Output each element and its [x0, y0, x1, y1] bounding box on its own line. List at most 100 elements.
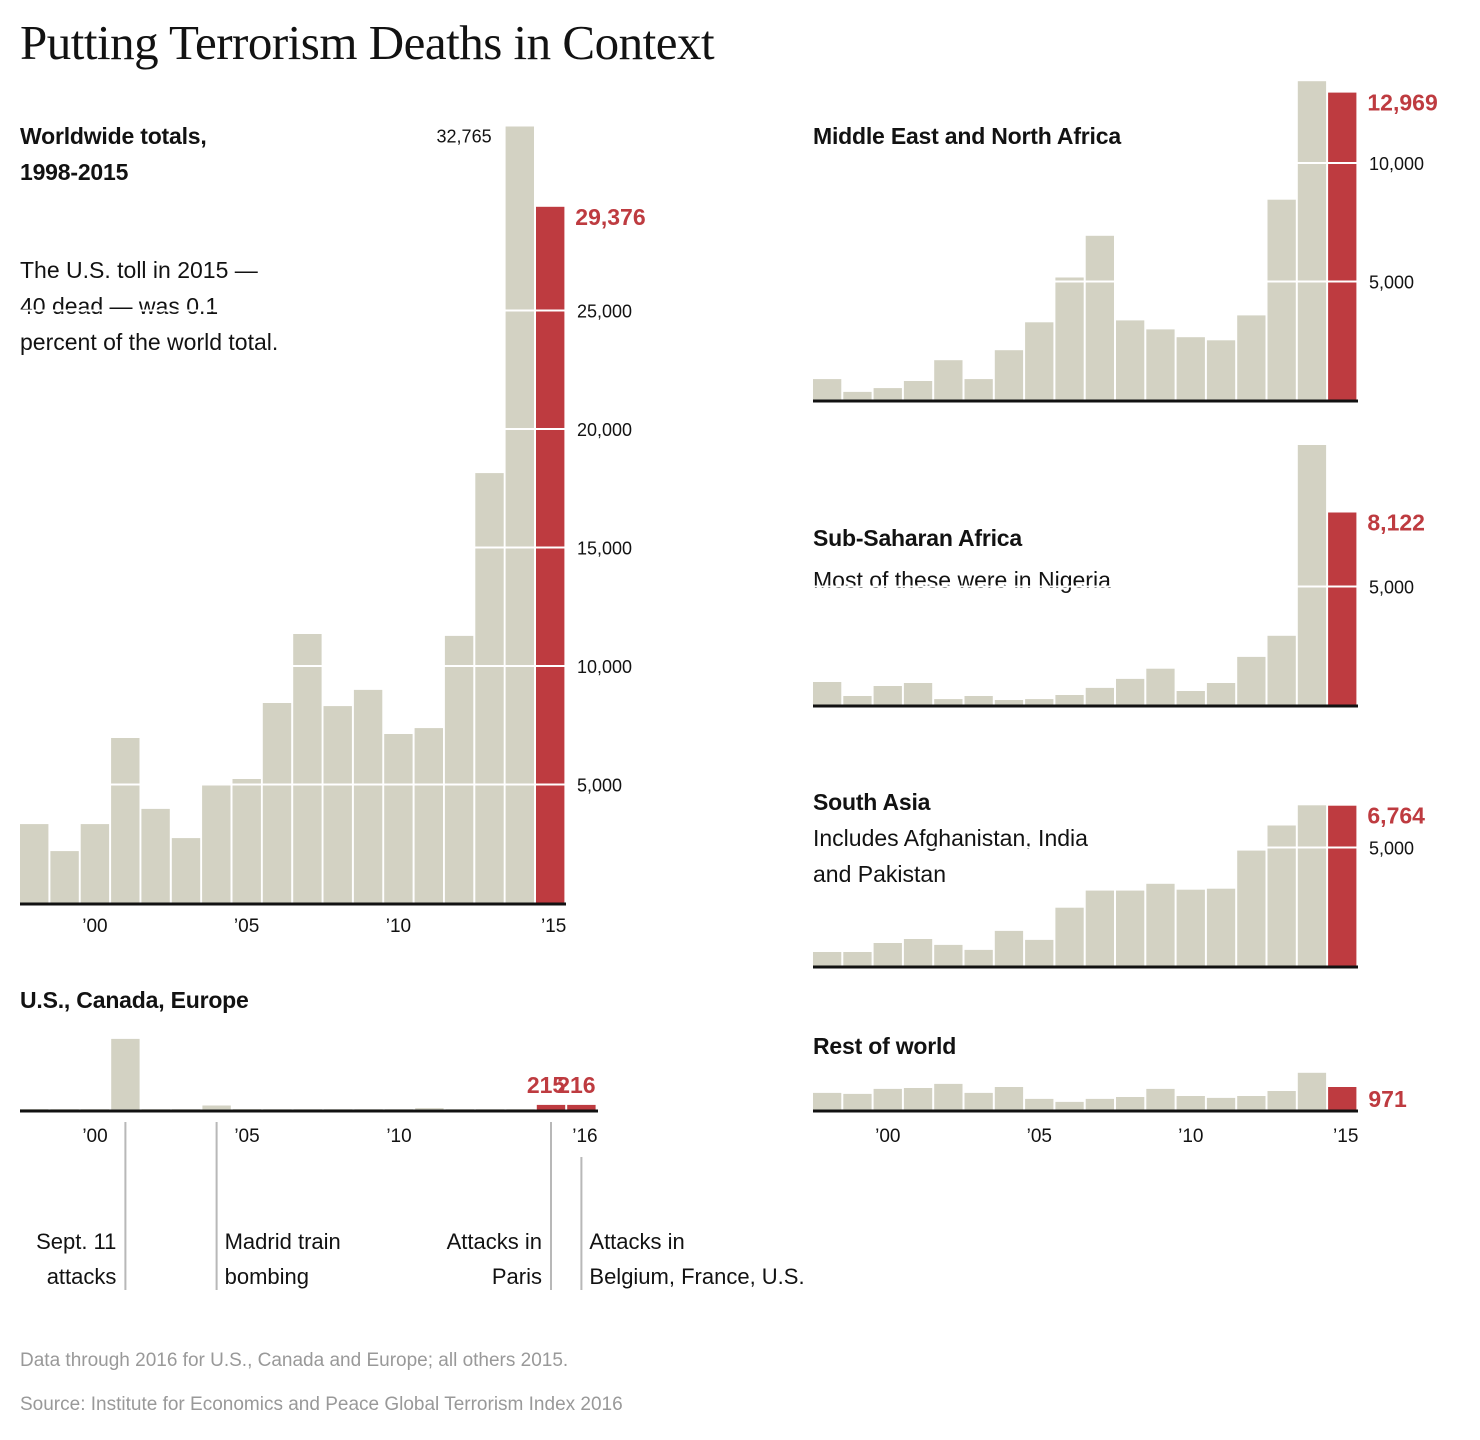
bar-2005: [1025, 1098, 1054, 1110]
bar-2011: [415, 1108, 444, 1110]
value-label: 215: [527, 1072, 566, 1098]
bar-2015: [1328, 92, 1357, 400]
bar-2010: [1176, 337, 1205, 400]
value-label: 216: [557, 1072, 595, 1098]
x-tick-label: ’10: [386, 916, 411, 937]
bar-2002: [934, 944, 963, 966]
bar-2000: [873, 943, 902, 966]
rest-title: Rest of world: [813, 1033, 957, 1059]
bar-2011: [414, 728, 443, 903]
bar-2013: [1267, 199, 1296, 400]
y-tick-label: 10,000: [1369, 154, 1424, 174]
southasia-title: South Asia: [813, 789, 931, 815]
y-tick-label: 20,000: [577, 420, 632, 440]
bar-2007: [1085, 235, 1114, 400]
bar-2001: [903, 381, 933, 400]
bar-2012: [1237, 656, 1266, 705]
page-title: Putting Terrorism Deaths in Context: [20, 15, 715, 70]
bar-2013: [1267, 635, 1296, 705]
bar-2008: [1116, 678, 1145, 705]
y-tick-label: 5,000: [577, 776, 622, 796]
bar-2004: [994, 700, 1024, 705]
bar-1999: [843, 952, 872, 966]
chart-rest: ’00 ’05 ’10 ’15 971: [813, 1072, 1407, 1147]
bar-2009: [1146, 1088, 1175, 1110]
useurope-title: U.S., Canada, Europe: [20, 987, 249, 1013]
bar-2012: [1237, 315, 1266, 400]
bar-2003: [171, 838, 201, 903]
bar-1998: [813, 952, 842, 966]
bar-2012: [1237, 1096, 1266, 1110]
annotation-text: Madrid train: [225, 1229, 341, 1254]
chart-southasia: 5,000 6,764: [813, 803, 1425, 969]
y-tick-label: 15,000: [577, 539, 632, 559]
bar-2007: [1085, 1098, 1114, 1110]
southasia-note-line: and Pakistan: [813, 861, 946, 887]
bar-2006: [1055, 1101, 1084, 1110]
chart-worldwide: 5,000 10,000 15,000 20,000 25,000 ’00 ’05 ’10 ’1…: [20, 126, 646, 937]
bar-2014: [1297, 805, 1327, 966]
bar-2002: [934, 699, 963, 705]
bar-2011: [1206, 888, 1236, 966]
x-tick-label: ’15: [541, 916, 566, 937]
bar-2004: [994, 930, 1024, 966]
bar-2006: [262, 703, 292, 903]
bar-1999: [843, 696, 872, 705]
bar-2013: [475, 473, 504, 903]
bar-2010: [384, 734, 413, 903]
bar-2007: [1085, 687, 1114, 705]
bar-1998: [20, 824, 49, 903]
bar-2014: [1297, 445, 1327, 705]
ssa-note: Most of these were in Nigeria: [813, 567, 1111, 593]
bar-1998: [813, 379, 842, 400]
bar-2000: [873, 388, 902, 400]
bar-2008: [323, 706, 352, 903]
x-tick-label: ’05: [1027, 1126, 1052, 1147]
y-tick-label: 25,000: [577, 302, 632, 322]
bar-2009: [1146, 883, 1175, 966]
bar-2001: [903, 939, 933, 966]
bar-2004: [994, 1087, 1024, 1110]
bar-2012: [444, 635, 474, 903]
value-label: 12,969: [1367, 90, 1437, 116]
bar-2015: [1328, 805, 1357, 966]
bar-2010: [1176, 1096, 1205, 1110]
bar-2003: [964, 949, 993, 966]
value-label: 971: [1368, 1086, 1407, 1112]
annotation-text: Sept. 11: [36, 1229, 116, 1254]
bar-2005: [1025, 322, 1054, 400]
worldwide-note-line: 40 dead — was 0.1: [20, 293, 219, 319]
footer-source: Source: Institute for Economics and Peac…: [20, 1394, 623, 1415]
worldwide-title: Worldwide totals, 1998-2015: [20, 118, 207, 190]
bar-1998: [813, 1092, 842, 1110]
x-tick-label: ’15: [1333, 1126, 1358, 1147]
mena-title: Middle East and North Africa: [813, 123, 1121, 149]
bar-2011: [1206, 683, 1236, 705]
bar-2000: [873, 1088, 902, 1110]
bar-2014: [505, 126, 534, 903]
worldwide-note: The U.S. toll in 2015 — 40 dead — was 0.…: [20, 252, 278, 360]
worldwide-note-line: percent of the world total.: [20, 329, 279, 355]
bar-2011: [1206, 1097, 1236, 1110]
bar-2003: [964, 379, 993, 400]
bar-2015: [1328, 512, 1357, 705]
ssa-title: Sub-Saharan Africa: [813, 525, 1022, 551]
bar-2012: [1237, 850, 1266, 966]
bar-2010: [1176, 691, 1205, 705]
bar-2003: [964, 1092, 993, 1110]
annotation-text: Attacks in: [589, 1229, 684, 1254]
bar-2001: [903, 1088, 933, 1110]
bar-2001: [111, 1038, 140, 1110]
y-tick-label: 5,000: [1369, 839, 1414, 859]
annotation-text: attacks: [47, 1264, 117, 1289]
x-tick-label: ’00: [82, 916, 107, 937]
bar-2007: [293, 634, 322, 903]
bar-1999: [843, 391, 872, 400]
bar-2013: [1267, 825, 1296, 966]
bar-2006: [1055, 695, 1084, 705]
bar-2002: [141, 808, 170, 903]
bar-2015: [1328, 1087, 1357, 1110]
bar-2009: [1146, 668, 1175, 705]
chart-ssa: 5,000 8,122: [813, 445, 1425, 708]
